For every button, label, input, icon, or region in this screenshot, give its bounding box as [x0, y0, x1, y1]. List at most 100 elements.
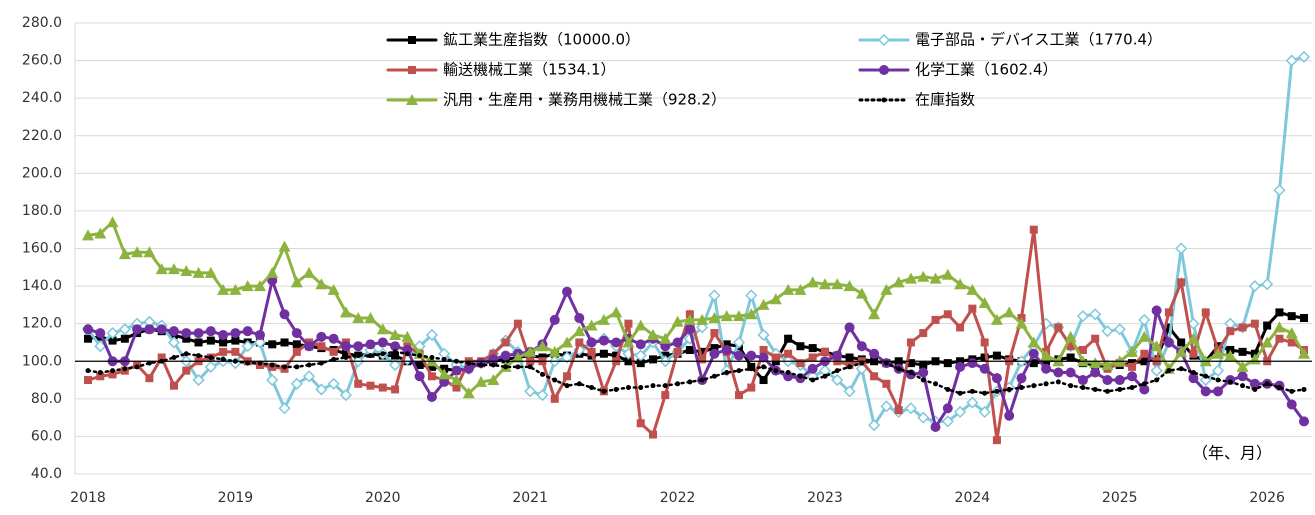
marker	[1031, 383, 1037, 389]
legend-label: 輸送機械工業（1534.1）	[443, 61, 616, 79]
marker	[282, 364, 288, 370]
marker	[908, 370, 914, 376]
marker	[634, 319, 647, 331]
marker	[83, 324, 93, 335]
marker	[734, 391, 743, 400]
marker	[1129, 385, 1135, 391]
marker	[613, 386, 619, 392]
marker	[771, 353, 780, 362]
marker	[720, 310, 733, 322]
marker	[1128, 362, 1137, 371]
marker	[316, 331, 327, 342]
marker	[1104, 388, 1110, 394]
marker	[943, 310, 952, 319]
marker	[155, 263, 168, 275]
marker	[389, 328, 402, 340]
marker	[660, 341, 671, 352]
marker	[426, 391, 437, 402]
marker	[404, 351, 410, 357]
marker	[1092, 386, 1098, 392]
marker	[847, 364, 853, 370]
marker	[110, 368, 116, 374]
marker	[340, 341, 351, 352]
marker	[451, 365, 462, 376]
marker	[220, 356, 226, 362]
marker	[820, 347, 829, 356]
marker	[192, 373, 205, 387]
marker	[859, 360, 865, 366]
marker	[1101, 325, 1114, 338]
marker	[452, 383, 461, 392]
marker	[956, 323, 965, 332]
legend-label: 化学工業（1602.4）	[915, 61, 1058, 79]
y-tick-label: 220.0	[22, 128, 62, 144]
marker	[376, 323, 389, 335]
marker	[354, 379, 363, 388]
x-tick-label: 2021	[512, 490, 548, 506]
marker	[401, 330, 414, 342]
marker	[675, 381, 681, 387]
marker	[1187, 317, 1200, 330]
marker	[1178, 366, 1184, 372]
series-line	[86, 219, 1306, 396]
marker	[1261, 278, 1274, 291]
marker	[597, 313, 610, 325]
marker	[85, 368, 91, 374]
marker	[549, 314, 560, 325]
marker	[108, 370, 117, 379]
marker	[747, 383, 756, 392]
marker	[1089, 357, 1102, 369]
marker	[784, 334, 793, 343]
marker	[759, 345, 768, 354]
marker	[441, 356, 447, 362]
marker	[96, 372, 105, 381]
marker	[206, 336, 215, 345]
marker	[904, 402, 918, 415]
marker	[634, 349, 647, 362]
marker	[1117, 386, 1123, 392]
marker	[918, 367, 929, 378]
marker	[1140, 349, 1149, 358]
marker	[390, 341, 401, 352]
marker	[919, 361, 928, 370]
marker	[589, 385, 595, 391]
y-tick-label: 120.0	[22, 316, 62, 332]
marker	[980, 338, 989, 347]
marker	[844, 322, 855, 333]
marker	[672, 337, 683, 348]
marker	[218, 329, 229, 340]
marker	[1263, 321, 1272, 330]
marker	[181, 328, 192, 339]
marker	[1077, 375, 1088, 386]
marker	[1164, 308, 1173, 317]
marker	[143, 246, 156, 258]
marker	[1273, 184, 1286, 197]
series	[82, 216, 1310, 399]
legend-marker	[877, 33, 891, 47]
marker	[564, 383, 570, 389]
marker	[576, 381, 582, 387]
marker	[806, 276, 819, 288]
marker	[1018, 385, 1024, 391]
marker	[487, 374, 500, 386]
marker	[1200, 386, 1211, 397]
marker	[1249, 378, 1260, 389]
marker	[966, 396, 979, 409]
marker	[638, 385, 644, 391]
marker	[933, 381, 939, 387]
marker	[966, 283, 979, 295]
marker	[882, 379, 891, 388]
marker	[650, 383, 656, 389]
marker	[524, 385, 537, 398]
marker	[1286, 399, 1297, 410]
y-tick-label: 280.0	[22, 15, 62, 31]
marker	[167, 336, 181, 349]
marker	[1139, 384, 1150, 395]
marker	[649, 355, 658, 364]
marker	[661, 391, 670, 400]
marker	[1190, 370, 1196, 376]
marker	[610, 306, 623, 318]
marker	[490, 362, 496, 368]
marker	[978, 405, 991, 419]
marker	[144, 324, 155, 335]
